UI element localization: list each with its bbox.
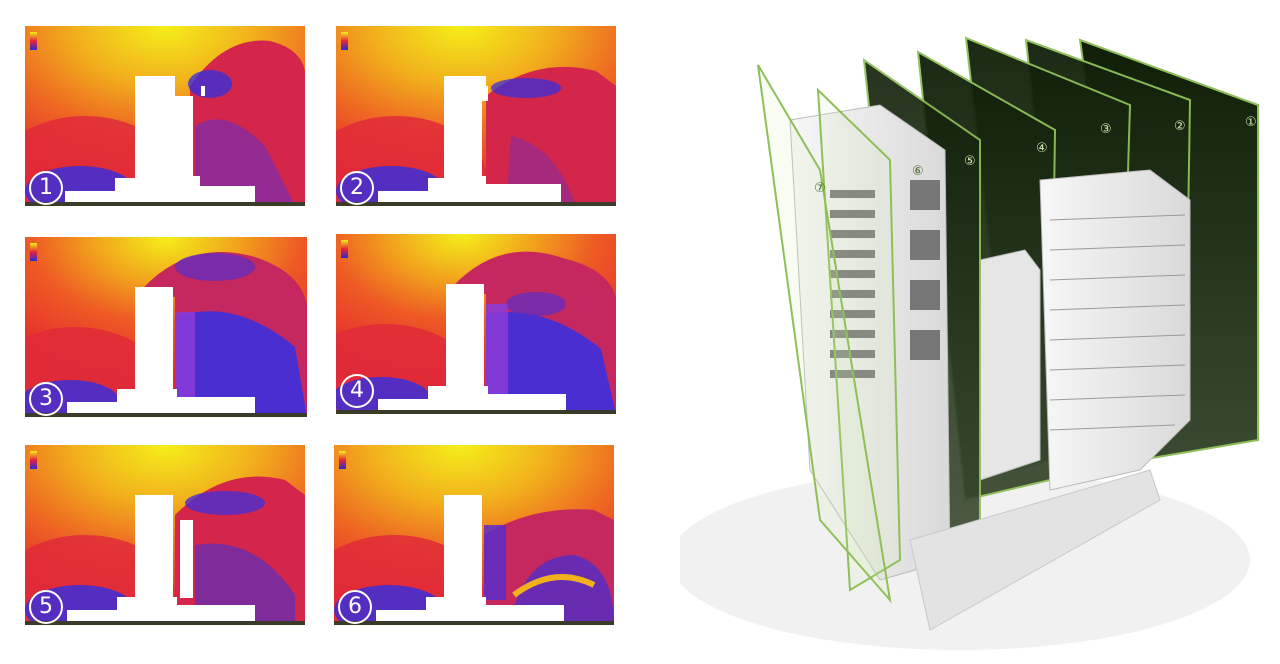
building-section — [376, 495, 564, 625]
wind-flow-plot — [25, 445, 305, 625]
building-section — [378, 76, 561, 206]
legend-bar — [30, 243, 37, 261]
legend-bar — [30, 451, 37, 469]
svg-text:⑤: ⑤ — [964, 154, 976, 169]
legend-bar — [341, 240, 348, 258]
building-section — [378, 284, 566, 414]
section-plane-6: ⑥ — [816, 87, 924, 592]
legend-bar — [30, 32, 37, 50]
svg-text:①: ① — [1245, 115, 1257, 130]
wind-flow-plot — [336, 26, 616, 206]
building-section — [67, 287, 255, 417]
tower-east — [1039, 169, 1191, 491]
panel-number: 3 — [29, 382, 63, 416]
building-section-secondary — [180, 520, 193, 598]
podium-middle — [979, 249, 1041, 481]
svg-text:④: ④ — [1036, 141, 1048, 156]
cfd-panel-1: 1 — [25, 26, 305, 206]
panel-number: 2 — [340, 171, 374, 205]
cfd-panel-2: 2 — [336, 26, 616, 206]
svg-text:⑥: ⑥ — [912, 164, 924, 179]
legend-bar — [339, 451, 346, 469]
cfd-panel-5: 5 — [25, 445, 305, 625]
panel-number: 6 — [338, 590, 372, 624]
panel-number: 1 — [29, 171, 63, 205]
building-section — [65, 76, 255, 206]
svg-text:⑦: ⑦ — [814, 181, 826, 196]
wind-flow-plot — [25, 237, 307, 417]
panel-number: 4 — [340, 374, 374, 408]
wind-flow-plot — [336, 234, 616, 414]
panel-number: 5 — [29, 590, 63, 624]
cfd-panel-3: 3 — [25, 237, 307, 417]
podium-base — [909, 469, 1161, 631]
tower-section-planes-diagram: ① ② ③ ④ ⑤ — [670, 0, 1280, 659]
wind-flow-plot — [334, 445, 614, 625]
cfd-panel-4: 4 — [336, 234, 616, 414]
tower-axonometric: ① ② ③ ④ ⑤ — [670, 36, 1259, 650]
tower-west — [789, 104, 951, 581]
svg-text:③: ③ — [1100, 122, 1112, 137]
svg-text:②: ② — [1174, 119, 1186, 134]
cfd-panel-6: 6 — [334, 445, 614, 625]
wind-flow-plot — [25, 26, 305, 206]
building-section — [67, 495, 255, 625]
legend-bar — [341, 32, 348, 50]
section-plane-7: ⑦ — [757, 64, 892, 604]
